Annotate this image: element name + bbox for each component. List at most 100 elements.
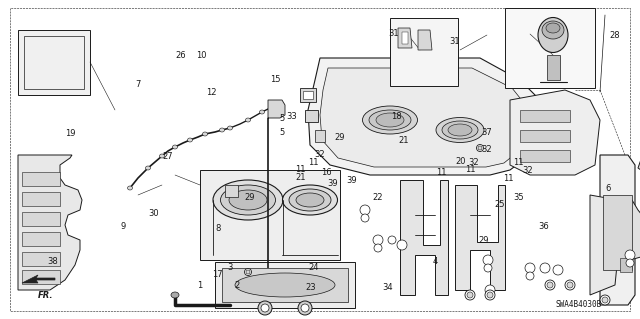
Text: 20: 20 bbox=[456, 157, 466, 166]
Text: 26: 26 bbox=[175, 51, 186, 60]
Ellipse shape bbox=[553, 265, 563, 275]
Ellipse shape bbox=[213, 180, 283, 220]
Polygon shape bbox=[520, 130, 570, 142]
Text: 39: 39 bbox=[347, 176, 357, 185]
Ellipse shape bbox=[188, 138, 193, 142]
Ellipse shape bbox=[235, 273, 335, 297]
Ellipse shape bbox=[220, 128, 225, 132]
Text: 11: 11 bbox=[465, 165, 476, 174]
Ellipse shape bbox=[259, 110, 264, 114]
Polygon shape bbox=[455, 185, 505, 290]
Polygon shape bbox=[22, 172, 60, 186]
Polygon shape bbox=[22, 212, 60, 226]
Text: 36: 36 bbox=[539, 222, 549, 231]
Text: 9: 9 bbox=[120, 222, 125, 231]
Ellipse shape bbox=[221, 185, 275, 215]
Polygon shape bbox=[320, 68, 528, 167]
Text: 16: 16 bbox=[321, 168, 332, 177]
Bar bbox=[390, 18, 458, 86]
Ellipse shape bbox=[296, 193, 324, 207]
Polygon shape bbox=[520, 150, 570, 162]
Polygon shape bbox=[616, 200, 640, 260]
Text: 38: 38 bbox=[47, 257, 58, 266]
Ellipse shape bbox=[485, 285, 495, 295]
Ellipse shape bbox=[282, 185, 337, 215]
Ellipse shape bbox=[477, 145, 483, 152]
Ellipse shape bbox=[526, 272, 534, 280]
Text: 23: 23 bbox=[305, 283, 316, 292]
Text: 11: 11 bbox=[436, 168, 447, 177]
Polygon shape bbox=[18, 30, 90, 95]
Polygon shape bbox=[600, 155, 635, 305]
Ellipse shape bbox=[362, 106, 417, 134]
Ellipse shape bbox=[542, 21, 564, 39]
Ellipse shape bbox=[467, 292, 473, 298]
Ellipse shape bbox=[202, 132, 207, 136]
Text: 25: 25 bbox=[494, 200, 504, 209]
Text: 17: 17 bbox=[212, 270, 223, 279]
Text: 6: 6 bbox=[605, 184, 611, 193]
Polygon shape bbox=[22, 275, 55, 283]
Ellipse shape bbox=[567, 282, 573, 288]
Ellipse shape bbox=[546, 23, 560, 33]
Ellipse shape bbox=[448, 124, 472, 136]
Text: 29: 29 bbox=[244, 193, 255, 202]
Polygon shape bbox=[308, 58, 540, 175]
Text: 29: 29 bbox=[478, 236, 488, 245]
Ellipse shape bbox=[540, 263, 550, 273]
Polygon shape bbox=[22, 192, 60, 206]
Text: 39: 39 bbox=[328, 179, 338, 188]
Ellipse shape bbox=[227, 126, 232, 130]
Polygon shape bbox=[305, 110, 318, 122]
Polygon shape bbox=[398, 28, 412, 48]
Ellipse shape bbox=[547, 282, 553, 288]
Ellipse shape bbox=[246, 118, 250, 122]
Ellipse shape bbox=[145, 166, 150, 170]
Ellipse shape bbox=[361, 214, 369, 222]
Ellipse shape bbox=[483, 255, 493, 265]
Polygon shape bbox=[303, 91, 313, 99]
Text: FR.: FR. bbox=[38, 291, 54, 300]
Polygon shape bbox=[268, 100, 285, 268]
Text: 7: 7 bbox=[135, 80, 140, 89]
Text: 32: 32 bbox=[523, 166, 533, 175]
Text: 30: 30 bbox=[148, 209, 159, 218]
Ellipse shape bbox=[289, 189, 331, 211]
Text: 31: 31 bbox=[388, 29, 399, 38]
Text: 21: 21 bbox=[296, 173, 306, 182]
Ellipse shape bbox=[173, 145, 177, 149]
Ellipse shape bbox=[538, 18, 568, 53]
Polygon shape bbox=[22, 232, 60, 246]
Ellipse shape bbox=[484, 264, 492, 272]
Text: 37: 37 bbox=[481, 128, 492, 137]
Ellipse shape bbox=[360, 205, 370, 215]
Ellipse shape bbox=[369, 110, 411, 130]
Text: 8: 8 bbox=[215, 224, 220, 233]
Ellipse shape bbox=[625, 250, 635, 260]
Ellipse shape bbox=[436, 117, 484, 143]
Ellipse shape bbox=[388, 236, 396, 244]
Polygon shape bbox=[547, 55, 560, 80]
Ellipse shape bbox=[478, 146, 482, 150]
Ellipse shape bbox=[485, 290, 495, 300]
Text: 31: 31 bbox=[449, 37, 460, 46]
Text: 15: 15 bbox=[270, 75, 280, 84]
Text: 5: 5 bbox=[279, 114, 284, 122]
Bar bbox=[505, 8, 595, 88]
Ellipse shape bbox=[258, 301, 272, 315]
Text: 24: 24 bbox=[308, 263, 319, 272]
Text: 35: 35 bbox=[513, 193, 524, 202]
Ellipse shape bbox=[159, 154, 164, 158]
Text: 22: 22 bbox=[372, 193, 383, 202]
Polygon shape bbox=[215, 262, 355, 308]
Ellipse shape bbox=[127, 186, 132, 190]
Text: 27: 27 bbox=[163, 152, 173, 161]
Ellipse shape bbox=[374, 244, 382, 252]
Polygon shape bbox=[22, 270, 60, 284]
Text: 21: 21 bbox=[398, 136, 408, 145]
Text: 11: 11 bbox=[513, 158, 524, 167]
Text: 11: 11 bbox=[308, 158, 319, 167]
Text: SWA4B4030B: SWA4B4030B bbox=[555, 300, 601, 309]
Ellipse shape bbox=[298, 301, 312, 315]
Text: 11: 11 bbox=[504, 174, 514, 183]
